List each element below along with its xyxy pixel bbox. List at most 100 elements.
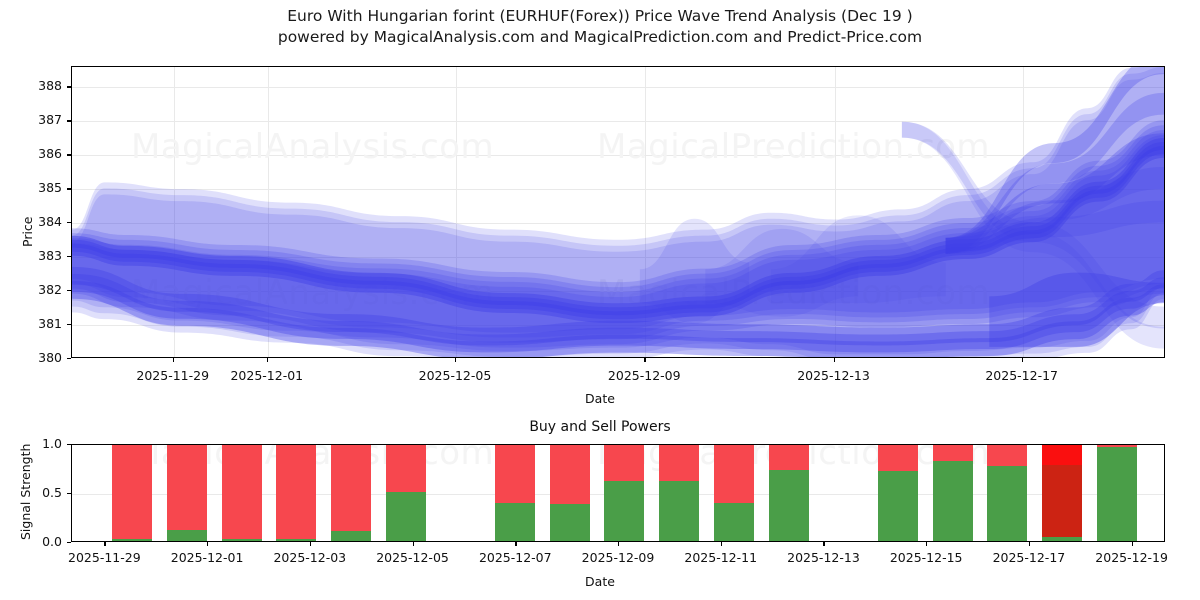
price-y-tick-mark bbox=[67, 120, 71, 121]
price-y-tick-mark bbox=[67, 154, 71, 155]
price-y-tick-mark bbox=[67, 222, 71, 223]
power-x-tick-mark bbox=[618, 542, 619, 546]
power-x-tick-label: 2025-12-05 bbox=[376, 550, 449, 565]
buy-power-segment bbox=[878, 471, 918, 541]
power-bar[interactable] bbox=[550, 444, 590, 541]
sell-power-segment bbox=[495, 444, 535, 503]
power-bar[interactable] bbox=[769, 444, 809, 541]
price-y-tick-label: 382 bbox=[20, 282, 62, 297]
power-x-tick-mark bbox=[1029, 542, 1030, 546]
power-bar[interactable] bbox=[1097, 444, 1137, 541]
price-y-tick-label: 386 bbox=[20, 146, 62, 161]
buy-power-segment bbox=[604, 481, 644, 541]
power-x-tick-label: 2025-11-29 bbox=[68, 550, 141, 565]
power-bar[interactable] bbox=[878, 444, 918, 541]
price-x-tick-label: 2025-12-09 bbox=[608, 368, 681, 383]
power-y-axis-label: Signal Strength bbox=[18, 444, 33, 540]
buy-power-segment bbox=[1097, 447, 1137, 541]
power-bar[interactable] bbox=[386, 444, 426, 541]
sell-power-segment bbox=[604, 444, 644, 481]
price-y-tick-label: 387 bbox=[20, 112, 62, 127]
power-x-tick-mark bbox=[413, 542, 414, 546]
power-y-tick-mark bbox=[67, 493, 71, 494]
power-bar[interactable] bbox=[714, 444, 754, 541]
title-line-1: Euro With Hungarian forint (EURHUF(Forex… bbox=[0, 6, 1200, 27]
buy-power-segment bbox=[933, 461, 973, 541]
buy-power-segment bbox=[714, 503, 754, 541]
sell-power-segment bbox=[659, 444, 699, 481]
power-x-tick-mark bbox=[207, 542, 208, 546]
chart-page: Euro With Hungarian forint (EURHUF(Forex… bbox=[0, 0, 1200, 600]
power-bar[interactable] bbox=[331, 444, 371, 541]
power-bar[interactable] bbox=[222, 444, 262, 541]
sell-power-segment bbox=[550, 444, 590, 504]
buy-sell-powers-plot: MagicalAnalysis.comMagicalPrediction.com bbox=[71, 444, 1165, 542]
power-bar[interactable] bbox=[167, 444, 207, 541]
power-x-tick-mark bbox=[926, 542, 927, 546]
power-x-tick-label: 2025-12-09 bbox=[582, 550, 655, 565]
price-x-tick-mark bbox=[1022, 358, 1023, 362]
power-x-tick-label: 2025-12-15 bbox=[890, 550, 963, 565]
power-bar[interactable] bbox=[987, 444, 1027, 541]
power-x-tick-mark bbox=[310, 542, 311, 546]
power-x-tick-mark bbox=[515, 542, 516, 546]
price-x-tick-mark bbox=[267, 358, 268, 362]
price-y-tick-label: 383 bbox=[20, 248, 62, 263]
sell-power-segment bbox=[714, 444, 754, 503]
price-x-tick-label: 2025-11-29 bbox=[136, 368, 209, 383]
power-bar[interactable] bbox=[495, 444, 535, 541]
price-y-tick-mark bbox=[67, 324, 71, 325]
sell-power-segment bbox=[987, 444, 1027, 466]
price-y-tick-label: 388 bbox=[20, 78, 62, 93]
sell-power-segment bbox=[331, 444, 371, 531]
buy-power-segment bbox=[386, 492, 426, 541]
power-bar[interactable] bbox=[604, 444, 644, 541]
price-y-tick-mark bbox=[67, 86, 71, 87]
buy-power-segment bbox=[659, 481, 699, 541]
sell-power-segment bbox=[167, 444, 207, 530]
power-x-tick-mark bbox=[823, 542, 824, 546]
buy-power-segment bbox=[495, 503, 535, 541]
sell-power-segment bbox=[112, 444, 152, 539]
price-y-tick-mark bbox=[67, 188, 71, 189]
buy-power-segment bbox=[167, 530, 207, 541]
sell-power-segment bbox=[878, 444, 918, 471]
price-y-tick-mark bbox=[67, 290, 71, 291]
power-x-tick-mark bbox=[1132, 542, 1133, 546]
price-wave-plot: MagicalAnalysis.comMagicalPrediction.com… bbox=[71, 66, 1165, 358]
price-x-tick-label: 2025-12-17 bbox=[985, 368, 1058, 383]
power-x-axis-label: Date bbox=[585, 574, 615, 589]
buy-power-segment bbox=[769, 470, 809, 541]
power-bar[interactable] bbox=[659, 444, 699, 541]
power-bar[interactable] bbox=[933, 444, 973, 541]
power-bar[interactable] bbox=[276, 444, 316, 541]
buy-power-segment bbox=[112, 539, 152, 541]
sell-power-segment bbox=[933, 444, 973, 461]
price-y-tick-label: 381 bbox=[20, 316, 62, 331]
sell-power-segment bbox=[1097, 444, 1137, 447]
sell-power-segment bbox=[276, 444, 316, 539]
sell-power-segment bbox=[769, 444, 809, 470]
price-y-tick-mark bbox=[67, 256, 71, 257]
power-x-tick-mark bbox=[721, 542, 722, 546]
power-x-tick-label: 2025-12-13 bbox=[787, 550, 860, 565]
price-x-tick-mark bbox=[644, 358, 645, 362]
price-x-tick-mark bbox=[834, 358, 835, 362]
price-x-tick-mark bbox=[173, 358, 174, 362]
price-y-tick-label: 380 bbox=[20, 350, 62, 365]
title-line-2: powered by MagicalAnalysis.com and Magic… bbox=[0, 27, 1200, 48]
power-x-tick-label: 2025-12-19 bbox=[1095, 550, 1168, 565]
sell-power-segment bbox=[386, 444, 426, 492]
power-x-tick-label: 2025-12-03 bbox=[273, 550, 346, 565]
price-y-tick-mark bbox=[67, 358, 71, 359]
power-bar[interactable] bbox=[112, 444, 152, 541]
price-y-tick-label: 385 bbox=[20, 180, 62, 195]
power-bar[interactable] bbox=[1042, 444, 1082, 541]
price-wave-bands bbox=[72, 67, 1164, 357]
price-x-tick-label: 2025-12-13 bbox=[797, 368, 870, 383]
power-y-tick-mark bbox=[67, 444, 71, 445]
power-chart-title: Buy and Sell Powers bbox=[529, 419, 670, 435]
price-x-tick-label: 2025-12-01 bbox=[230, 368, 303, 383]
price-y-axis-label: Price bbox=[20, 217, 35, 248]
power-x-tick-label: 2025-12-11 bbox=[684, 550, 757, 565]
